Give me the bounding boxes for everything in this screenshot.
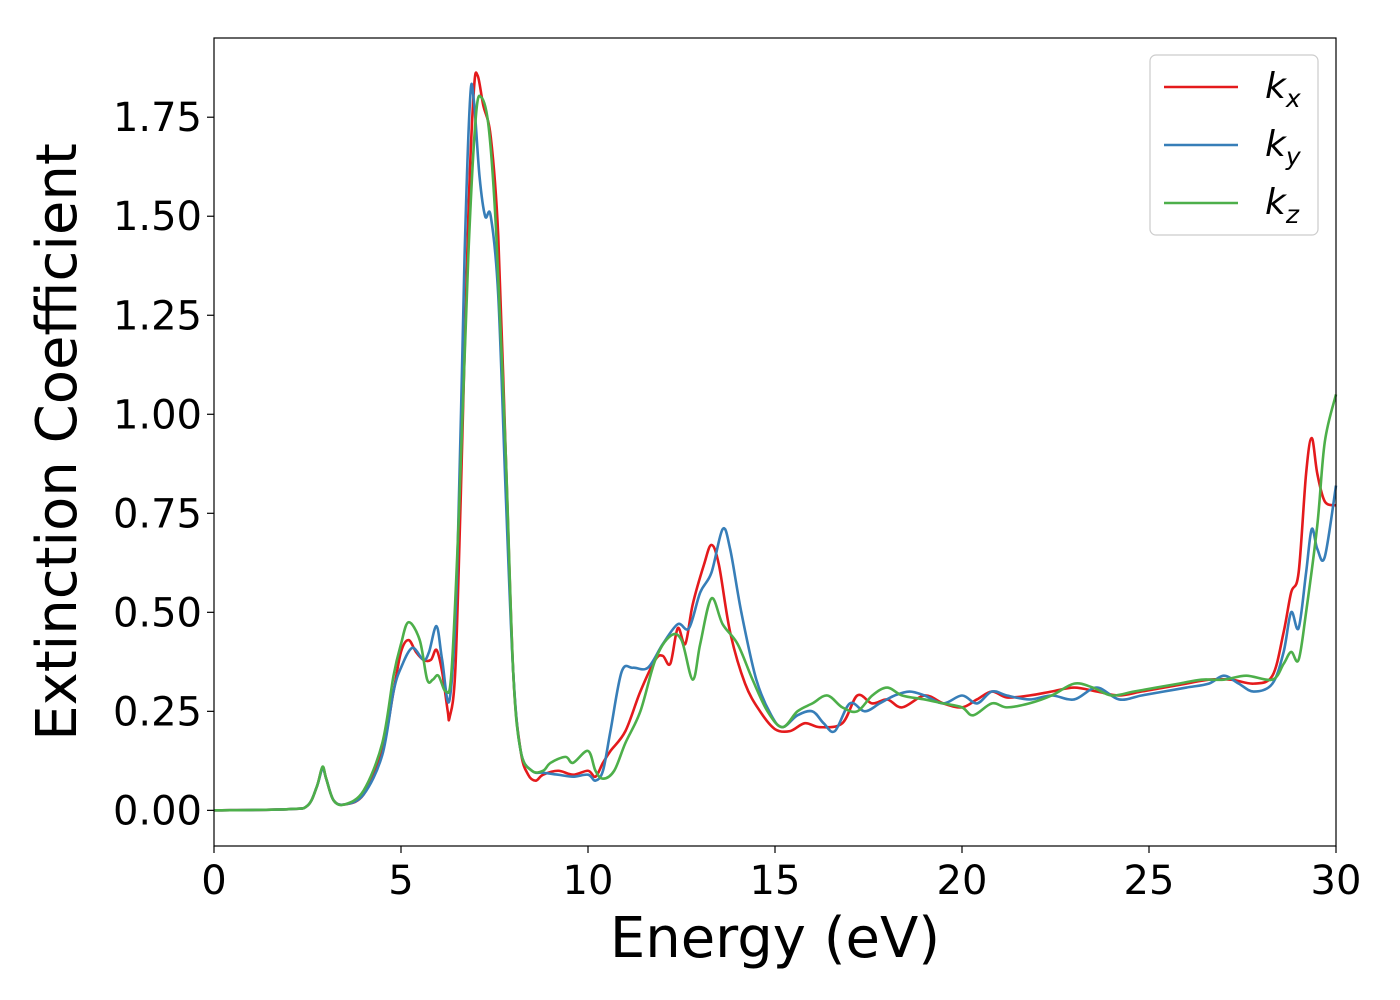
- x-tick-label: 30: [1311, 858, 1362, 904]
- y-axis: 0.00 0.25 0.50 0.75 1.00 1.25 1.50 1.75: [113, 95, 214, 834]
- y-tick-label: 0.25: [113, 689, 202, 735]
- x-tick-label: 15: [750, 858, 801, 904]
- y-tick-label: 1.00: [113, 392, 202, 438]
- x-tick-label: 5: [388, 858, 413, 904]
- x-tick-label: 20: [937, 858, 988, 904]
- y-tick-label: 1.50: [113, 194, 202, 240]
- x-axis-title: Energy (eV): [610, 906, 940, 971]
- series-line-y: [213, 82, 1338, 812]
- x-tick-label: 10: [563, 858, 614, 904]
- legend-label-z: kz: [1265, 182, 1300, 229]
- x-tick-label: 25: [1124, 858, 1175, 904]
- legend: kx ky kz: [1149, 54, 1319, 236]
- y-tick-label: 0.50: [113, 590, 202, 636]
- legend-label-x: kx: [1265, 66, 1301, 113]
- y-tick-label: 1.75: [113, 95, 202, 141]
- y-tick-label: 0.00: [113, 788, 202, 834]
- series-line-z: [213, 94, 1338, 812]
- x-tick-label: 0: [201, 858, 226, 904]
- x-axis: 0 5 10 15 20 25 30: [201, 846, 1361, 904]
- series-layer: [213, 71, 1338, 812]
- y-axis-title: Extinction Coefficient: [25, 143, 90, 741]
- y-tick-label: 1.25: [113, 293, 202, 339]
- legend-label-y: ky: [1265, 124, 1302, 171]
- y-tick-label: 0.75: [113, 491, 202, 537]
